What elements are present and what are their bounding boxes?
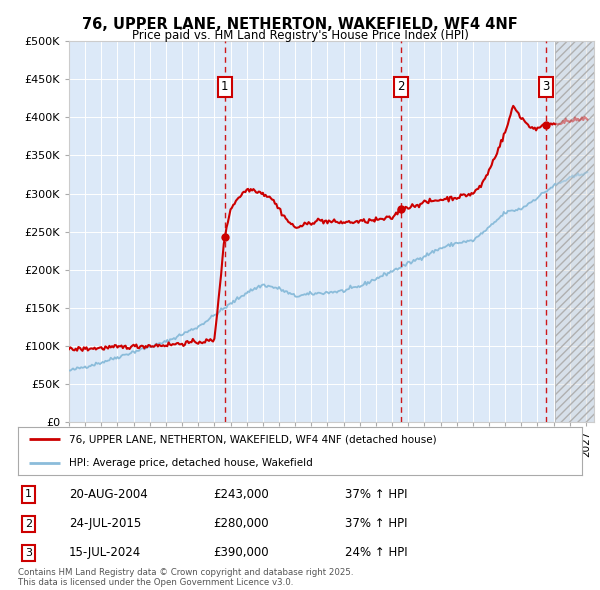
Text: 76, UPPER LANE, NETHERTON, WAKEFIELD, WF4 4NF: 76, UPPER LANE, NETHERTON, WAKEFIELD, WF…: [82, 17, 518, 31]
Text: 2: 2: [25, 519, 32, 529]
Bar: [555, 41, 594, 422]
Text: 37% ↑ HPI: 37% ↑ HPI: [345, 488, 407, 501]
Text: 3: 3: [542, 80, 550, 93]
Text: 15-JUL-2024: 15-JUL-2024: [69, 546, 141, 559]
Text: Price paid vs. HM Land Registry's House Price Index (HPI): Price paid vs. HM Land Registry's House …: [131, 30, 469, 42]
Text: 1: 1: [25, 490, 32, 499]
Text: £243,000: £243,000: [213, 488, 269, 501]
Text: 76, UPPER LANE, NETHERTON, WAKEFIELD, WF4 4NF (detached house): 76, UPPER LANE, NETHERTON, WAKEFIELD, WF…: [69, 434, 436, 444]
Text: 2: 2: [397, 80, 405, 93]
Text: HPI: Average price, detached house, Wakefield: HPI: Average price, detached house, Wake…: [69, 458, 313, 468]
Bar: [555, 41, 594, 422]
Text: 24% ↑ HPI: 24% ↑ HPI: [345, 546, 407, 559]
Text: 3: 3: [25, 548, 32, 558]
Text: Contains HM Land Registry data © Crown copyright and database right 2025.
This d: Contains HM Land Registry data © Crown c…: [18, 568, 353, 587]
Text: 37% ↑ HPI: 37% ↑ HPI: [345, 517, 407, 530]
Text: 1: 1: [221, 80, 229, 93]
Text: £280,000: £280,000: [213, 517, 269, 530]
Text: 24-JUL-2015: 24-JUL-2015: [69, 517, 141, 530]
Text: £390,000: £390,000: [213, 546, 269, 559]
Text: 20-AUG-2004: 20-AUG-2004: [69, 488, 148, 501]
